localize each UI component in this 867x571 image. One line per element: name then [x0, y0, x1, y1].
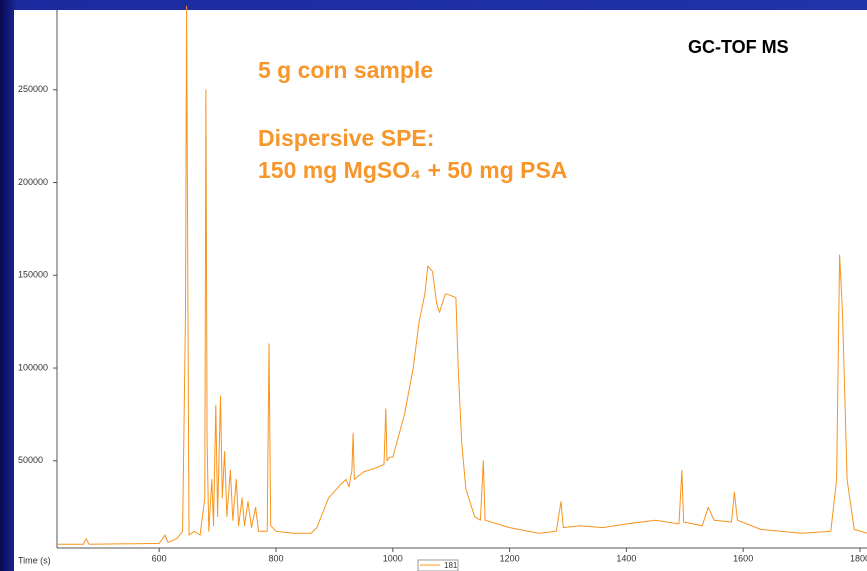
annotation: GC-TOF MS [688, 37, 789, 57]
y-tick-label: 100000 [18, 362, 48, 372]
x-tick-label: 600 [152, 553, 167, 563]
y-tick-label: 50000 [18, 455, 43, 465]
x-tick-label: 1400 [616, 553, 636, 563]
annotation: Dispersive SPE: [258, 125, 434, 151]
legend-label: 181 [444, 561, 458, 570]
y-tick-label: 250000 [18, 84, 48, 94]
y-tick-label: 200000 [18, 177, 48, 187]
x-tick-label: 1800 [850, 553, 867, 563]
annotation: 150 mg MgSO₄ + 50 mg PSA [258, 157, 567, 183]
x-tick-label: 1000 [383, 553, 403, 563]
x-axis-label: Time (s) [18, 555, 51, 565]
x-tick-label: 1600 [733, 553, 753, 563]
plot-panel [14, 10, 867, 571]
data-line [57, 5, 867, 545]
x-tick-label: 1200 [500, 553, 520, 563]
annotation: 5 g corn sample [258, 57, 433, 83]
x-tick-label: 800 [268, 553, 283, 563]
y-tick-label: 150000 [18, 270, 48, 280]
